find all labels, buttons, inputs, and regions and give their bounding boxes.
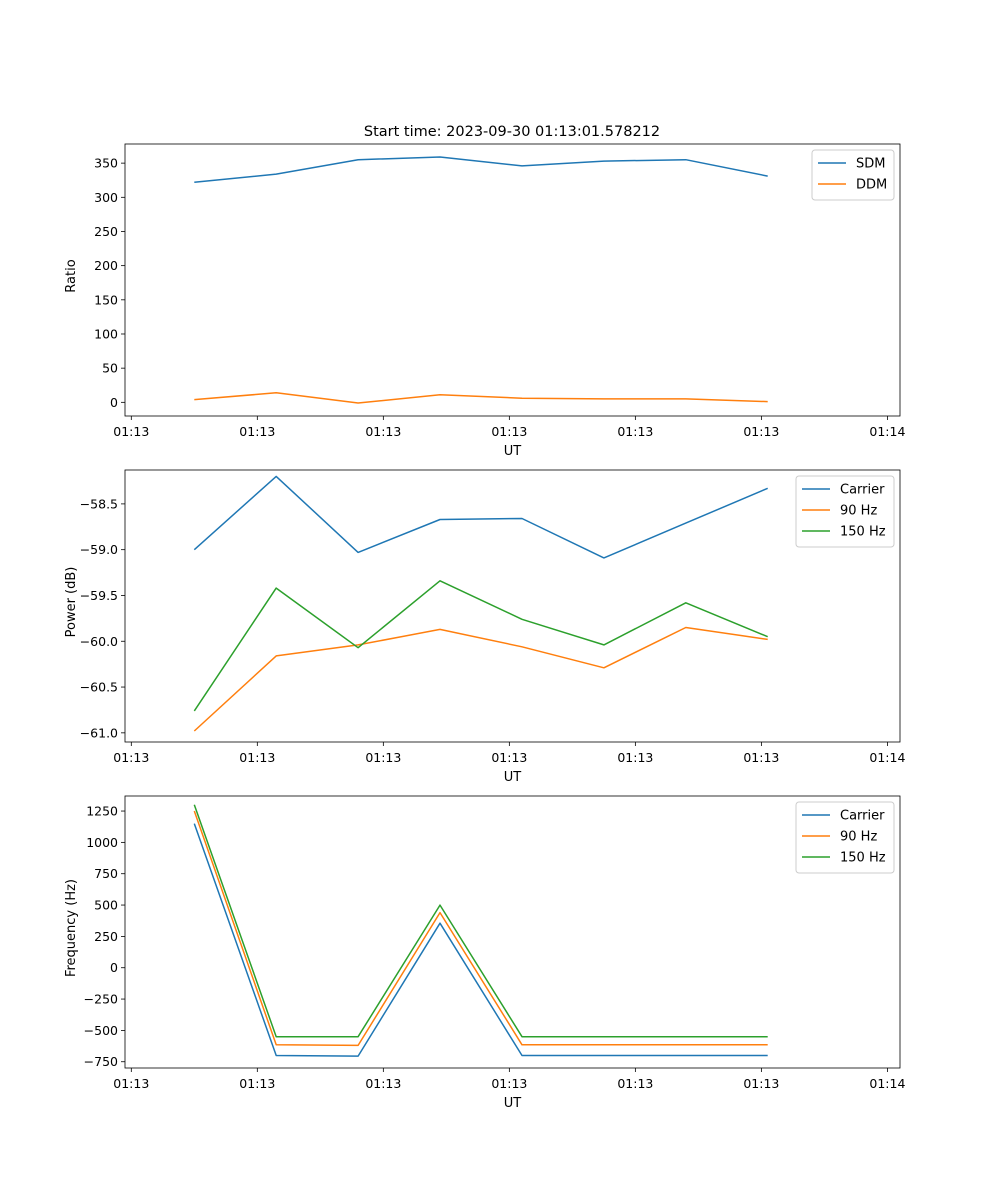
- legend: SDM DDM: [811, 149, 895, 201]
- x-tick-label: 01:14: [869, 1076, 905, 1091]
- x-tick-label: 01:13: [491, 1076, 527, 1091]
- y-tick-label: −750: [84, 1054, 118, 1069]
- series-line-150-hz: [193, 580, 768, 712]
- legend: Carrier 90 Hz 150 Hz: [795, 475, 895, 548]
- series-line-ddm: [194, 392, 768, 404]
- x-axis-label: UT: [504, 444, 522, 459]
- legend-label: Carrier: [840, 483, 885, 498]
- y-tick-label: 100: [94, 326, 118, 341]
- x-tick-label: 01:14: [869, 750, 905, 765]
- y-tick-label: 250: [94, 929, 118, 944]
- legend-box: [795, 801, 895, 874]
- series-line-150-hz: [193, 804, 768, 1038]
- series-line-sdm: [194, 156, 768, 184]
- chart-panel-2: 01:13 01:13 01:13 01:13 01:13 01:13 01:14 −61.0…: [64, 469, 905, 785]
- y-axis-label: Ratio: [64, 259, 79, 292]
- y-tick-label: −500: [84, 1023, 118, 1038]
- legend-label: DDM: [856, 178, 887, 193]
- y-tick-label: 300: [94, 190, 118, 205]
- legend-label: 150 Hz: [840, 851, 886, 866]
- x-tick-label: 01:13: [743, 1076, 779, 1091]
- y-tick-label: 350: [94, 156, 118, 171]
- y-tick-label: −250: [84, 992, 118, 1007]
- x-tick-label: 01:13: [491, 424, 527, 439]
- x-tick-label: 01:13: [617, 750, 653, 765]
- y-tick-label: 0: [110, 960, 118, 975]
- series-line-carrier: [193, 823, 768, 1057]
- y-tick-label: 1000: [86, 835, 118, 850]
- y-tick-label: 200: [94, 258, 118, 273]
- y-tick-label: 50: [102, 361, 118, 376]
- y-tick-label: −60.5: [80, 680, 118, 695]
- y-tick-label: 0: [110, 395, 118, 410]
- chart-panel-1: 01:13 01:13 01:13 01:13 01:13 01:13 01:14 0 50 10…: [64, 143, 905, 459]
- legend-box: [795, 475, 895, 548]
- y-axis-label: Power (dB): [64, 567, 79, 638]
- y-tick-label: −59.5: [80, 588, 118, 603]
- legend-label: 150 Hz: [840, 525, 886, 540]
- series-line-90-hz: [193, 626, 768, 732]
- x-tick-label: 01:13: [491, 750, 527, 765]
- x-tick-label: 01:13: [743, 424, 779, 439]
- axes-frame: [124, 469, 901, 743]
- y-tick-label: −58.5: [80, 496, 118, 511]
- x-tick-label: 01:13: [113, 424, 149, 439]
- x-tick-label: 01:13: [743, 750, 779, 765]
- chart-panel-3: 01:13 01:13 01:13 01:13 01:13 01:13 01:14 −750 −…: [64, 795, 905, 1111]
- series-line-carrier: [193, 475, 768, 559]
- x-tick-label: 01:13: [113, 750, 149, 765]
- x-tick-label: 01:14: [869, 424, 905, 439]
- x-tick-label: 01:13: [617, 1076, 653, 1091]
- y-tick-label: 150: [94, 292, 118, 307]
- x-tick-label: 01:13: [365, 1076, 401, 1091]
- y-axis-label: Frequency (Hz): [64, 879, 79, 977]
- y-tick-label: 1250: [86, 804, 118, 819]
- legend-label: Carrier: [840, 809, 885, 824]
- x-tick-label: 01:13: [365, 750, 401, 765]
- legend-label: 90 Hz: [840, 830, 877, 845]
- y-tick-label: −61.0: [80, 725, 118, 740]
- chart-title: Start time: 2023-09-30 01:13:01.578212: [364, 124, 660, 140]
- axes-frame: [124, 795, 901, 1069]
- y-tick-label: −59.0: [80, 542, 118, 557]
- x-tick-label: 01:13: [365, 424, 401, 439]
- y-tick-label: 500: [94, 898, 118, 913]
- series-line-90-hz: [193, 810, 768, 1047]
- axes-frame: [124, 143, 901, 417]
- y-tick-label: 750: [94, 866, 118, 881]
- legend-label: 90 Hz: [840, 504, 877, 519]
- y-tick-label: −60.0: [80, 634, 118, 649]
- x-tick-label: 01:13: [113, 1076, 149, 1091]
- x-axis-label: UT: [504, 1096, 522, 1111]
- x-axis-label: UT: [504, 770, 522, 785]
- x-tick-label: 01:13: [617, 424, 653, 439]
- x-tick-label: 01:13: [239, 424, 275, 439]
- y-tick-label: 250: [94, 224, 118, 239]
- x-tick-label: 01:13: [239, 750, 275, 765]
- legend: Carrier 90 Hz 150 Hz: [795, 801, 895, 874]
- legend-label: SDM: [856, 157, 885, 172]
- x-tick-label: 01:13: [239, 1076, 275, 1091]
